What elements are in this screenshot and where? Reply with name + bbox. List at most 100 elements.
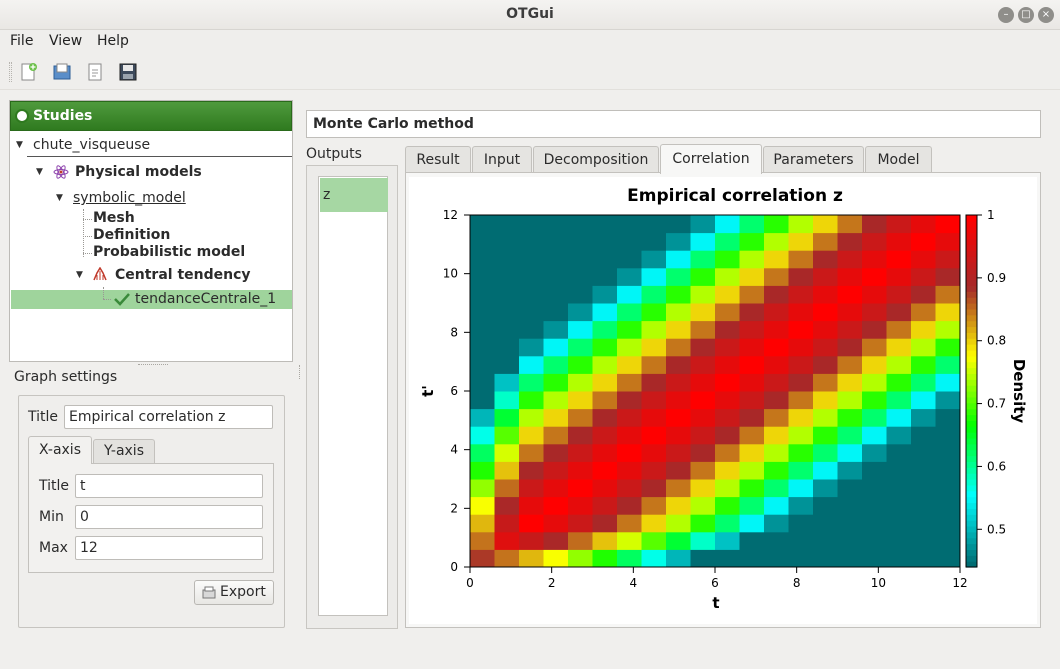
- heatmap-cell: [470, 338, 495, 357]
- heatmap-cell: [739, 215, 765, 234]
- heatmap-cell: [739, 355, 765, 374]
- tree-item-mesh[interactable]: Mesh: [93, 210, 135, 226]
- heatmap-cell: [690, 320, 716, 339]
- study-tree[interactable]: Studies ▼ chute_visqueuse ▼ Physical mod…: [9, 100, 293, 362]
- title-field[interactable]: Empirical correlation z: [64, 405, 273, 429]
- axis-title-field[interactable]: t: [75, 474, 263, 498]
- open-study-icon[interactable]: [51, 61, 73, 83]
- menu-view[interactable]: View: [49, 33, 83, 49]
- heatmap-cell: [568, 355, 593, 374]
- colorbar-segment: [966, 479, 977, 486]
- new-study-icon[interactable]: [18, 61, 40, 83]
- max-field[interactable]: 12: [75, 536, 263, 560]
- tree-item-analysis[interactable]: tendanceCentrale_1: [135, 291, 277, 307]
- heatmap-cell: [886, 267, 912, 286]
- heatmap-cell: [592, 250, 618, 269]
- tab-decomposition[interactable]: Decomposition: [533, 146, 659, 172]
- tab-y-axis[interactable]: Y-axis: [93, 439, 155, 463]
- heatmap-cell: [568, 426, 593, 445]
- heatmap-cell: [617, 373, 642, 392]
- heatmap-cell: [690, 215, 716, 234]
- main-splitter[interactable]: [298, 100, 302, 630]
- correlation-chart: Empirical correlation z0 2 4 6 8 10 12t0246810…: [419, 186, 1028, 612]
- colorbar-tick-label: 0.6: [987, 459, 1006, 473]
- heatmap-cell: [862, 531, 887, 550]
- heatmap-cell: [911, 391, 936, 410]
- minimize-icon[interactable]: –: [998, 7, 1014, 23]
- heatmap-cell: [568, 250, 593, 269]
- heatmap-cell: [837, 531, 863, 550]
- heatmap-cell: [494, 426, 520, 445]
- heatmap-cell: [764, 443, 789, 462]
- heatmap-cell: [715, 215, 740, 234]
- output-item[interactable]: z: [320, 178, 388, 212]
- maximize-icon[interactable]: □: [1018, 7, 1034, 23]
- heatmap-cell: [568, 391, 593, 410]
- heatmap-cell: [568, 461, 593, 480]
- heatmap-cell: [617, 250, 642, 269]
- close-icon[interactable]: ×: [1038, 7, 1054, 23]
- tab-x-axis[interactable]: X-axis: [28, 436, 92, 464]
- tree-item-probabilistic[interactable]: Probabilistic model: [93, 244, 246, 260]
- heatmap-cell: [837, 232, 863, 251]
- heatmap-cell: [837, 426, 863, 445]
- heatmap-cell: [911, 338, 936, 357]
- chart-area[interactable]: Empirical correlation z 0 2 4 6 8 10 12 t 0 2 4 6 8 10…: [409, 177, 1037, 624]
- window-title: OTGui: [506, 6, 554, 22]
- heatmap-cell: [764, 250, 789, 269]
- heatmap-cell: [568, 408, 593, 427]
- heatmap-cell: [935, 303, 961, 322]
- studies-header[interactable]: Studies: [10, 101, 292, 131]
- tree-item-central-tendency[interactable]: Central tendency: [115, 267, 251, 283]
- expand-arrow-icon[interactable]: ▼: [16, 140, 23, 150]
- heatmap-cell: [788, 514, 814, 533]
- expand-arrow-icon[interactable]: ▼: [56, 193, 63, 203]
- heatmap-cell: [862, 267, 887, 286]
- heatmap-cell: [641, 338, 667, 357]
- colorbar-segment: [966, 531, 977, 539]
- heatmap-cell: [690, 531, 716, 550]
- heatmap-cell: [764, 531, 789, 550]
- expand-arrow-icon[interactable]: ▼: [76, 270, 83, 280]
- tree-splitter[interactable]: [138, 364, 168, 368]
- tab-model[interactable]: Model: [865, 146, 932, 172]
- heatmap-cell: [494, 285, 520, 304]
- heatmap-cell: [592, 443, 618, 462]
- heatmap-cell: [788, 338, 814, 357]
- heatmap-cell: [935, 531, 961, 550]
- heatmap-cell: [641, 285, 667, 304]
- heatmap-cell: [862, 320, 887, 339]
- colorbar-segment: [966, 226, 977, 234]
- heatmap-cell: [935, 514, 961, 533]
- import-python-icon[interactable]: [84, 61, 106, 83]
- heatmap-cell: [813, 285, 838, 304]
- heatmap-cell: [862, 496, 887, 515]
- heatmap-cell: [568, 549, 593, 568]
- toolbar-handle[interactable]: [9, 62, 12, 82]
- export-button[interactable]: Export: [194, 580, 274, 605]
- save-icon[interactable]: [117, 61, 139, 83]
- heatmap-cell: [911, 479, 936, 498]
- heatmap-cell: [568, 303, 593, 322]
- tree-item-study[interactable]: chute_visqueuse: [33, 137, 151, 153]
- tree-item-model[interactable]: symbolic_model: [73, 190, 186, 206]
- heatmap-cell: [911, 531, 936, 550]
- tab-result[interactable]: Result: [405, 146, 471, 172]
- heatmap-cell: [519, 408, 544, 427]
- tree-item-definition[interactable]: Definition: [93, 227, 171, 243]
- heatmap-cell: [764, 426, 789, 445]
- tree-item-physical-models[interactable]: Physical models: [75, 164, 202, 180]
- expand-arrow-icon[interactable]: ▼: [36, 167, 43, 177]
- tab-parameters[interactable]: Parameters: [763, 146, 864, 172]
- heatmap-cell: [666, 443, 691, 462]
- menu-help[interactable]: Help: [97, 33, 129, 49]
- menu-file[interactable]: File: [10, 33, 34, 49]
- heatmap-cell: [592, 479, 618, 498]
- tab-input[interactable]: Input: [472, 146, 532, 172]
- heatmap-cell: [641, 549, 667, 568]
- tree-line: [103, 287, 104, 299]
- min-field[interactable]: 0: [75, 505, 263, 529]
- outputs-list[interactable]: z: [318, 176, 388, 616]
- heatmap-cell: [886, 426, 912, 445]
- tab-correlation[interactable]: Correlation: [660, 144, 762, 174]
